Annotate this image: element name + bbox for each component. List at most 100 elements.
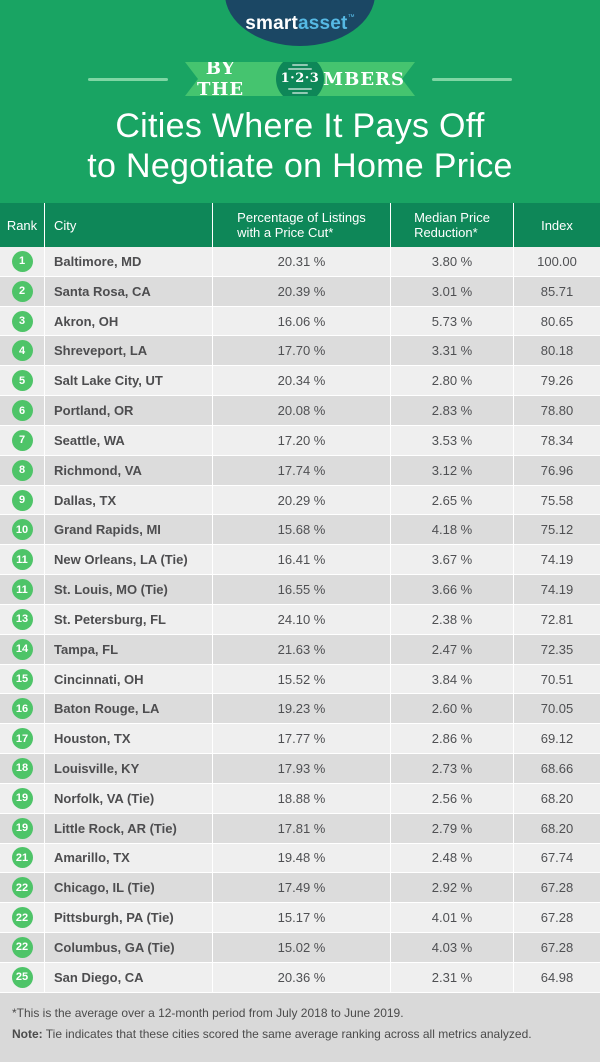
- rank-badge: 25: [11, 966, 33, 988]
- table-row: 17 Houston, TX 17.77 % 2.86 % 69.12: [0, 724, 600, 755]
- table-body: 1 Baltimore, MD 20.31 % 3.80 % 100.00 2 …: [0, 247, 600, 993]
- price-cut-cell: 16.06 %: [212, 306, 390, 336]
- price-cut-header-line1: Percentage of Listings: [237, 210, 366, 225]
- median-reduction-cell: 2.47 %: [390, 634, 513, 664]
- median-reduction-cell: 3.80 %: [390, 247, 513, 276]
- column-header-city: City: [44, 203, 212, 247]
- index-cell: 78.34: [513, 425, 600, 455]
- index-cell: 67.28: [513, 873, 600, 903]
- rank-badge: 8: [11, 459, 33, 481]
- rank-cell: 19: [0, 784, 44, 813]
- price-cut-cell: 20.08 %: [212, 396, 390, 425]
- city-cell: San Diego, CA: [44, 962, 212, 992]
- median-reduction-cell: 2.60 %: [390, 694, 513, 724]
- median-reduction-cell: 2.31 %: [390, 962, 513, 992]
- rank-cell: 17: [0, 724, 44, 753]
- table-row: 22 Pittsburgh, PA (Tie) 15.17 % 4.01 % 6…: [0, 903, 600, 934]
- index-cell: 67.74: [513, 843, 600, 873]
- city-cell: Salt Lake City, UT: [44, 366, 212, 396]
- median-reduction-cell: 2.86 %: [390, 724, 513, 754]
- column-header-rank: Rank: [6, 217, 38, 233]
- city-cell: Chicago, IL (Tie): [44, 873, 212, 903]
- median-reduction-cell: 4.18 %: [390, 515, 513, 545]
- column-header-index: Index: [513, 203, 600, 247]
- price-cut-cell: 15.17 %: [212, 903, 390, 933]
- title-line-1: Cities Where It Pays Off: [115, 107, 485, 145]
- note-text: Tie indicates that these cities scored t…: [42, 1027, 532, 1041]
- index-cell: 70.05: [513, 694, 600, 724]
- price-cut-cell: 17.70 %: [212, 336, 390, 366]
- index-cell: 68.20: [513, 813, 600, 843]
- page-title: Cities Where It Pays Off to Negotiate on…: [0, 106, 600, 186]
- price-cut-cell: 16.55 %: [212, 575, 390, 604]
- table-row: 14 Tampa, FL 21.63 % 2.47 % 72.35: [0, 634, 600, 665]
- index-cell: 75.58: [513, 485, 600, 515]
- median-reduction-cell: 3.84 %: [390, 664, 513, 694]
- index-cell: 79.26: [513, 366, 600, 396]
- note-label: Note:: [12, 1027, 43, 1041]
- median-reduction-cell: 2.73 %: [390, 754, 513, 783]
- city-cell: Akron, OH: [44, 306, 212, 336]
- median-reduction-cell: 4.01 %: [390, 903, 513, 933]
- title-line-2: to Negotiate on Home Price: [87, 147, 513, 185]
- median-reduction-cell: 3.31 %: [390, 336, 513, 366]
- table-row: 11 New Orleans, LA (Tie) 16.41 % 3.67 % …: [0, 545, 600, 576]
- price-cut-cell: 17.81 %: [212, 813, 390, 843]
- one-two-three-badge: 1·2·3: [276, 55, 324, 103]
- index-cell: 76.96: [513, 455, 600, 485]
- price-cut-cell: 20.34 %: [212, 366, 390, 396]
- price-cut-cell: 17.74 %: [212, 455, 390, 485]
- rank-cell: 4: [0, 336, 44, 365]
- badge-decor-line: [292, 92, 308, 94]
- median-reduction-cell: 4.03 %: [390, 933, 513, 962]
- price-cut-cell: 20.29 %: [212, 485, 390, 515]
- table-row: 5 Salt Lake City, UT 20.34 % 2.80 % 79.2…: [0, 366, 600, 397]
- rank-badge: 16: [11, 698, 33, 720]
- table-row: 21 Amarillo, TX 19.48 % 2.48 % 67.74: [0, 843, 600, 874]
- index-cell: 72.81: [513, 604, 600, 634]
- rank-cell: 2: [0, 277, 44, 306]
- price-cut-cell: 15.02 %: [212, 933, 390, 962]
- price-cut-cell: 19.23 %: [212, 694, 390, 724]
- city-cell: St. Petersburg, FL: [44, 604, 212, 634]
- median-reduction-cell: 2.65 %: [390, 485, 513, 515]
- table-row: 22 Chicago, IL (Tie) 17.49 % 2.92 % 67.2…: [0, 873, 600, 904]
- price-cut-cell: 15.52 %: [212, 664, 390, 694]
- table-row: 4 Shreveport, LA 17.70 % 3.31 % 80.18: [0, 336, 600, 367]
- logo-smart-text: smart: [245, 13, 298, 34]
- index-cell: 100.00: [513, 247, 600, 276]
- price-cut-cell: 15.68 %: [212, 515, 390, 545]
- rank-cell: 1: [0, 247, 44, 276]
- table-row: 3 Akron, OH 16.06 % 5.73 % 80.65: [0, 306, 600, 337]
- median-reduction-cell: 2.48 %: [390, 843, 513, 873]
- rank-cell: 10: [0, 515, 44, 544]
- banner-left-rule: [88, 77, 168, 81]
- rank-cell: 8: [0, 456, 44, 485]
- city-cell: Grand Rapids, MI: [44, 515, 212, 545]
- city-cell: Baton Rouge, LA: [44, 694, 212, 724]
- rank-cell: 6: [0, 396, 44, 425]
- column-header-median-reduction: Median Price Reduction*: [390, 203, 513, 247]
- rank-badge: 21: [11, 847, 33, 869]
- rank-cell: 22: [0, 903, 44, 932]
- rank-badge: 7: [11, 429, 33, 451]
- rank-cell: 22: [0, 933, 44, 962]
- city-cell: Columbus, GA (Tie): [44, 933, 212, 962]
- index-cell: 75.12: [513, 515, 600, 545]
- city-cell: St. Louis, MO (Tie): [44, 575, 212, 604]
- rank-cell: 15: [0, 665, 44, 694]
- city-cell: Seattle, WA: [44, 425, 212, 455]
- rank-badge: 15: [11, 668, 33, 690]
- index-cell: 68.20: [513, 783, 600, 813]
- price-cut-cell: 18.88 %: [212, 783, 390, 813]
- median-reduction-cell: 2.38 %: [390, 604, 513, 634]
- badge-decor-line: [292, 64, 308, 66]
- table-row: 18 Louisville, KY 17.93 % 2.73 % 68.66: [0, 754, 600, 784]
- hero-section: smartasset™ BY THE NUMBERS 1·2·3 Cities …: [0, 0, 600, 203]
- banner-text-left: BY THE: [197, 58, 245, 100]
- table-row: 13 St. Petersburg, FL 24.10 % 2.38 % 72.…: [0, 604, 600, 635]
- table-row: 11 St. Louis, MO (Tie) 16.55 % 3.66 % 74…: [0, 575, 600, 605]
- median-reduction-cell: 3.53 %: [390, 425, 513, 455]
- price-cut-cell: 16.41 %: [212, 545, 390, 575]
- table-row: 2 Santa Rosa, CA 20.39 % 3.01 % 85.71: [0, 276, 600, 307]
